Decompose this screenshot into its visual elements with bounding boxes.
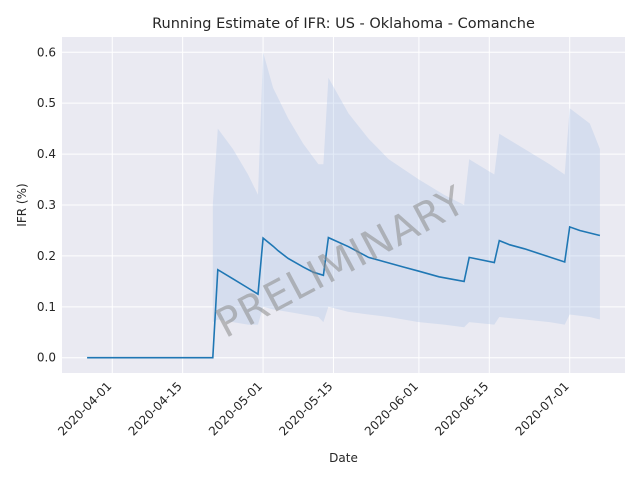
x-tick-label: 2020-05-15 [276,379,335,438]
y-tick-label: 0.0 [37,351,56,365]
x-tick-label: 2020-07-01 [513,379,572,438]
x-tick-label: 2020-04-01 [55,379,114,438]
y-tick-label: 0.1 [37,300,56,314]
y-tick-labels: 0.0 0.1 0.2 0.3 0.4 0.5 0.6 [37,45,56,364]
y-tick-label: 0.2 [37,249,56,263]
x-tick-label: 2020-06-01 [362,379,421,438]
ifr-line [87,225,601,359]
confidence-band [212,52,600,328]
y-tick-label: 0.4 [37,147,56,161]
chart-title: Running Estimate of IFR: US - Oklahoma -… [152,16,535,32]
x-tick-labels: 2020-04-01 2020-04-15 2020-05-01 2020-05-15… [55,379,572,438]
y-tick-label: 0.3 [37,198,56,212]
x-tick-label: 2020-05-01 [206,379,265,438]
y-axis-label: IFR (%) [15,183,29,226]
x-axis-label: Date [329,451,358,465]
y-tick-label: 0.5 [37,96,56,110]
x-tick-label: 2020-04-15 [126,379,185,438]
y-tick-label: 0.6 [37,45,56,59]
x-tick-label: 2020-06-15 [432,379,491,438]
grid-lines [62,37,625,373]
